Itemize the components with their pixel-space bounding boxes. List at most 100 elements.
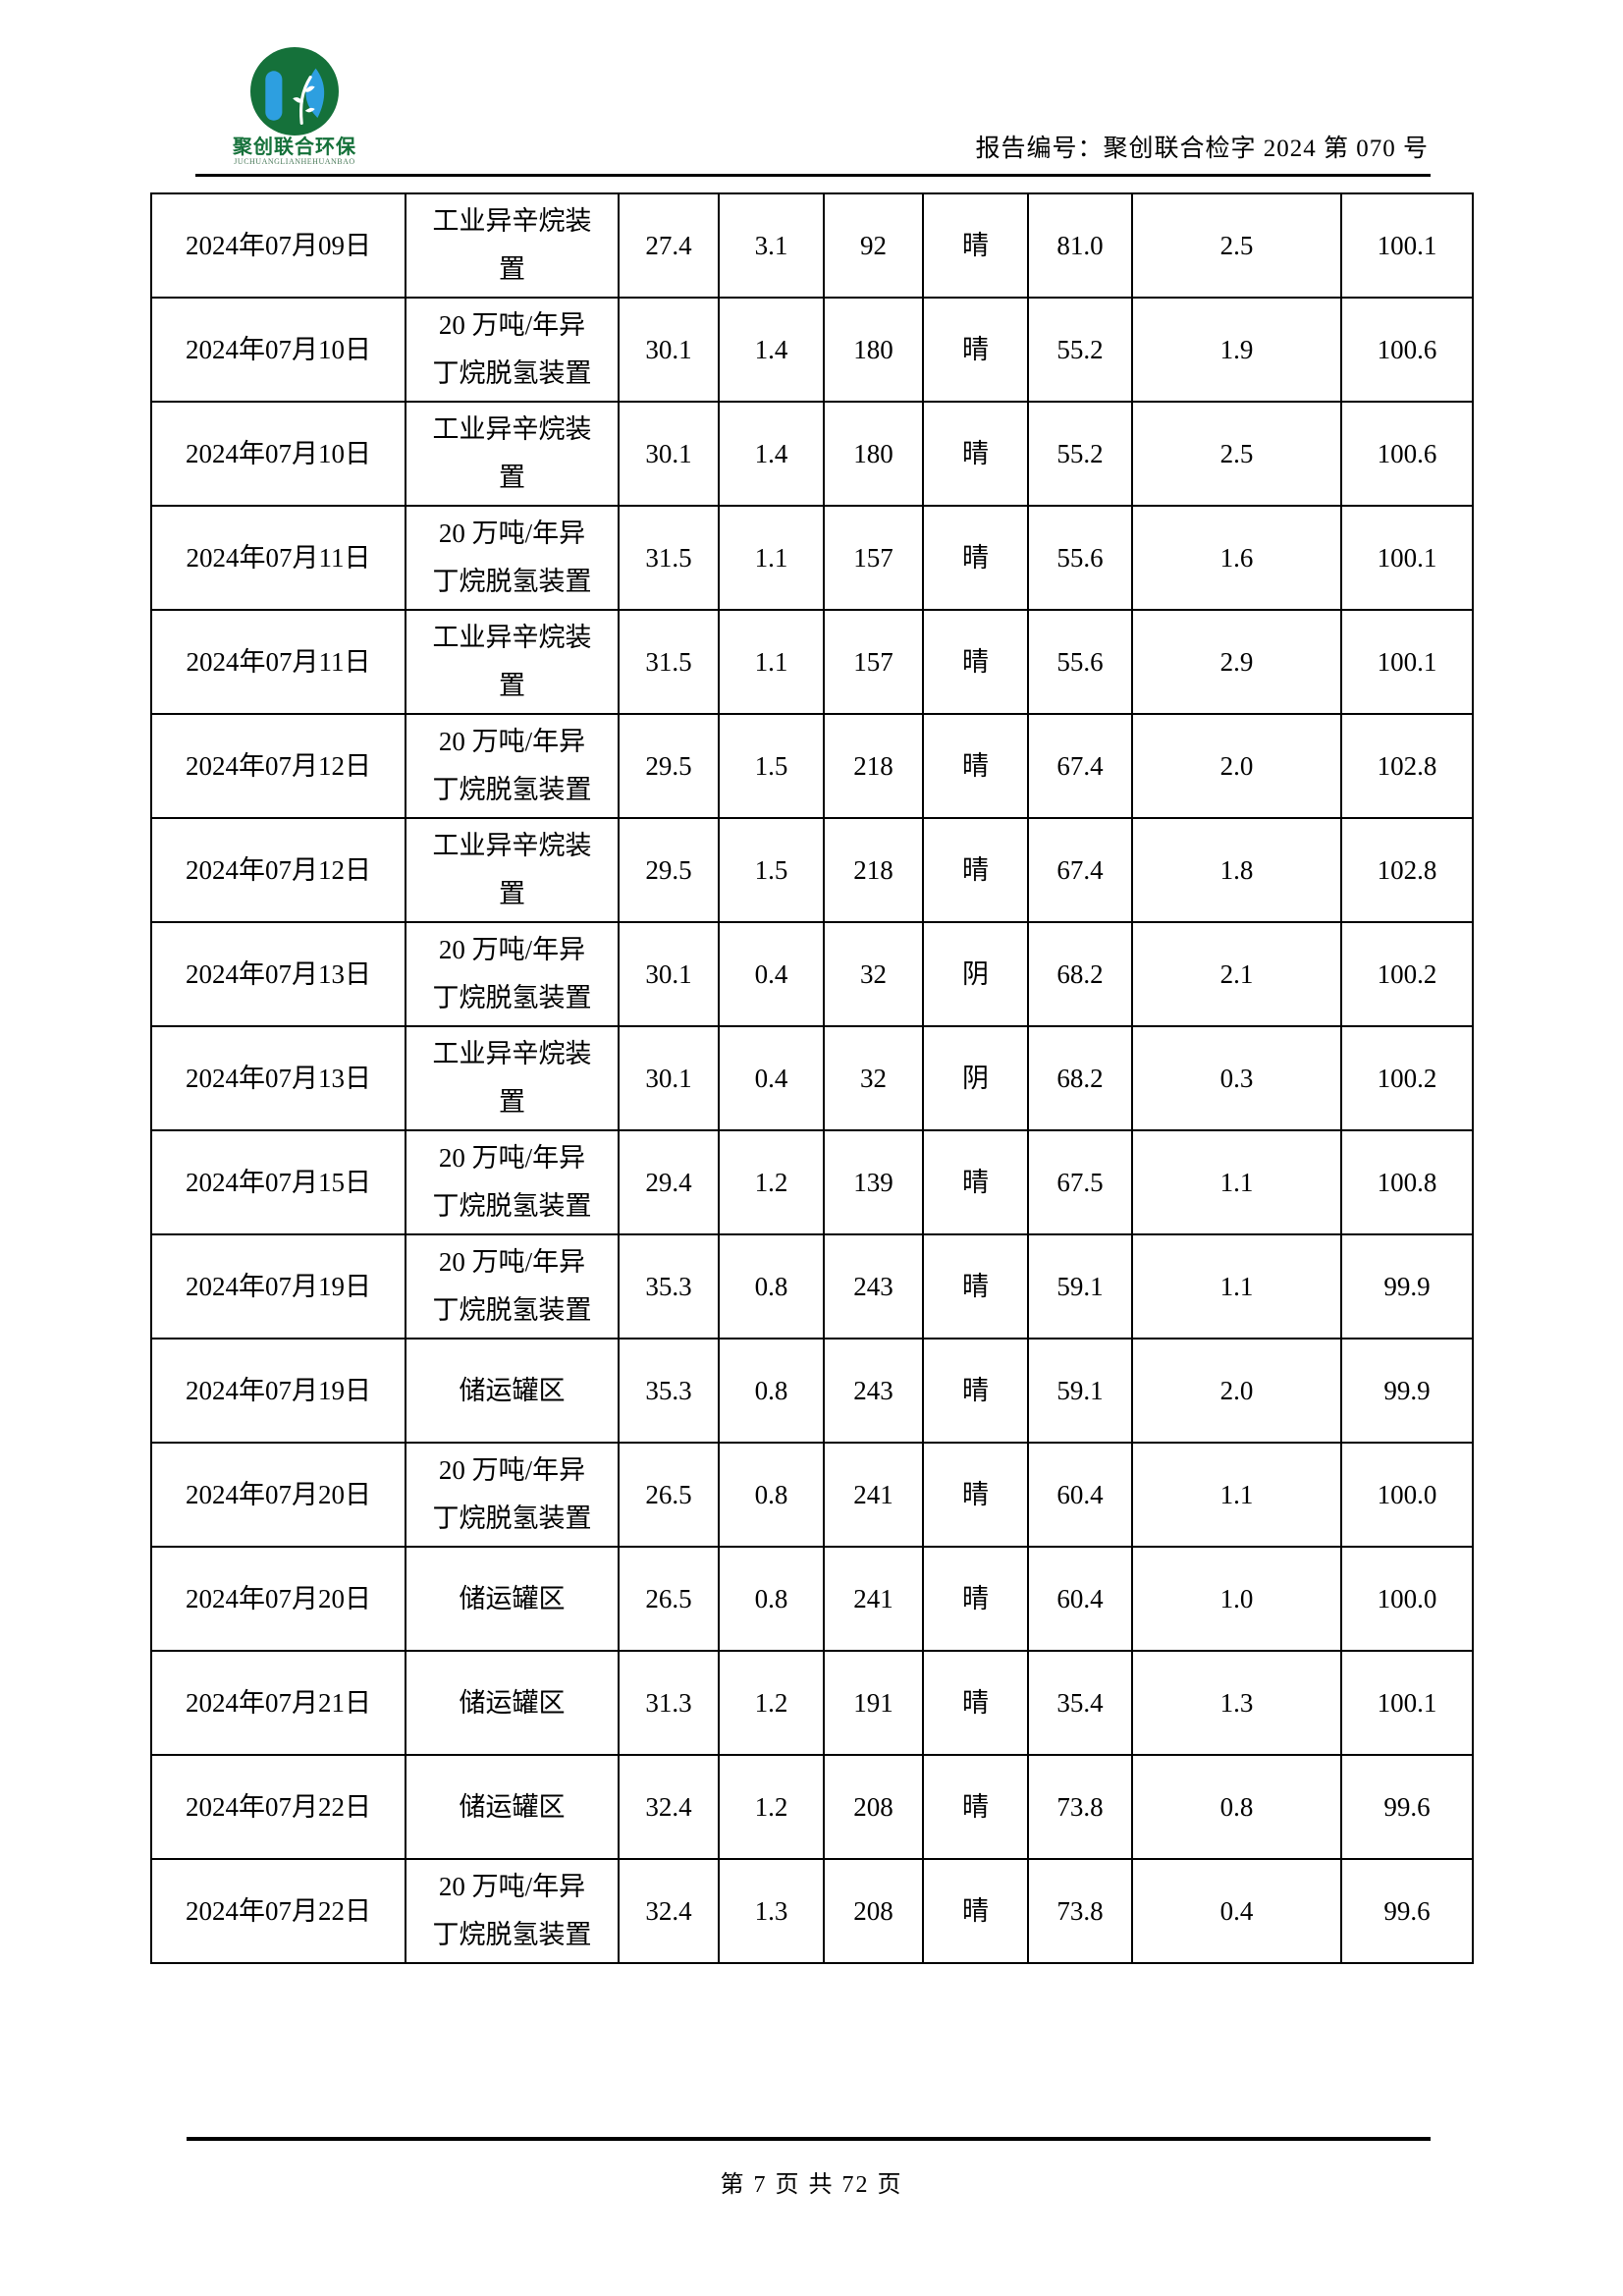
table-cell: 100.1 <box>1340 505 1474 611</box>
table-cell: 243 <box>823 1233 924 1339</box>
table-cell: 晴 <box>922 817 1029 923</box>
table-cell: 1.0 <box>1131 1546 1342 1652</box>
table-cell: 晴 <box>922 297 1029 403</box>
table-cell: 储运罐区 <box>405 1338 620 1444</box>
table-cell: 30.1 <box>618 297 720 403</box>
table-row: 2024年07月13日 20 万吨/年异 丁烷脱氢装置 30.1 0.4 32 阴 68.2… <box>150 921 1474 1027</box>
table-cell: 20 万吨/年异 丁烷脱氢装置 <box>405 1129 620 1235</box>
table-cell: 2024年07月11日 <box>150 505 406 611</box>
table-row: 2024年07月11日 20 万吨/年异 丁烷脱氢装置 31.5 1.1 157 晴 55.… <box>150 505 1474 611</box>
table-cell: 218 <box>823 817 924 923</box>
table-cell: 102.8 <box>1340 817 1474 923</box>
table-cell: 100.6 <box>1340 401 1474 507</box>
table-cell: 2024年07月12日 <box>150 713 406 819</box>
table-cell: 180 <box>823 401 924 507</box>
table-cell: 晴 <box>922 1233 1029 1339</box>
table-cell: 30.1 <box>618 921 720 1027</box>
table-cell: 晴 <box>922 1754 1029 1860</box>
table-cell: 191 <box>823 1650 924 1756</box>
table-cell: 139 <box>823 1129 924 1235</box>
table-cell: 工业异辛烷装 置 <box>405 609 620 715</box>
table-cell: 2.1 <box>1131 921 1342 1027</box>
table-cell: 92 <box>823 192 924 299</box>
table-cell: 2.9 <box>1131 609 1342 715</box>
table-cell: 99.6 <box>1340 1858 1474 1964</box>
table-cell: 2.0 <box>1131 713 1342 819</box>
header-rule <box>195 174 1431 177</box>
table-cell: 243 <box>823 1338 924 1444</box>
monitoring-table-body: 2024年07月09日 工业异辛烷装 置 27.4 3.1 92 晴 81.0 2.5 100.… <box>150 192 1474 1964</box>
table-cell: 0.3 <box>1131 1025 1342 1131</box>
table-row: 2024年07月20日 20 万吨/年异 丁烷脱氢装置 26.5 0.8 241 晴 60.… <box>150 1442 1474 1548</box>
table-cell: 3.1 <box>718 192 825 299</box>
monitoring-table: 2024年07月09日 工业异辛烷装 置 27.4 3.1 92 晴 81.0 2.5 100.… <box>150 192 1474 1964</box>
table-cell: 32.4 <box>618 1754 720 1860</box>
table-cell: 32 <box>823 921 924 1027</box>
table-cell: 2024年07月22日 <box>150 1754 406 1860</box>
table-cell: 99.9 <box>1340 1338 1474 1444</box>
table-row: 2024年07月22日 储运罐区 32.4 1.2 208 晴 73.8 0.8 99.6 <box>150 1754 1474 1860</box>
table-cell: 55.6 <box>1027 609 1133 715</box>
table-cell: 阴 <box>922 1025 1029 1131</box>
table-cell: 晴 <box>922 713 1029 819</box>
table-row: 2024年07月20日 储运罐区 26.5 0.8 241 晴 60.4 1.0 100.0 <box>150 1546 1474 1652</box>
table-row: 2024年07月22日 20 万吨/年异 丁烷脱氢装置 32.4 1.3 208 晴 73.… <box>150 1858 1474 1964</box>
table-row: 2024年07月12日 工业异辛烷装 置 29.5 1.5 218 晴 67.4 1.8 102… <box>150 817 1474 923</box>
table-cell: 32 <box>823 1025 924 1131</box>
table-cell: 31.5 <box>618 505 720 611</box>
table-cell: 1.1 <box>1131 1442 1342 1548</box>
table-cell: 60.4 <box>1027 1442 1133 1548</box>
table-cell: 0.4 <box>718 921 825 1027</box>
table-cell: 35.3 <box>618 1233 720 1339</box>
table-cell: 晴 <box>922 1858 1029 1964</box>
table-cell: 储运罐区 <box>405 1546 620 1652</box>
table-cell: 1.5 <box>718 713 825 819</box>
table-cell: 73.8 <box>1027 1858 1133 1964</box>
table-cell: 60.4 <box>1027 1546 1133 1652</box>
table-cell: 2024年07月13日 <box>150 921 406 1027</box>
table-cell: 2024年07月10日 <box>150 297 406 403</box>
table-cell: 2024年07月15日 <box>150 1129 406 1235</box>
table-cell: 102.8 <box>1340 713 1474 819</box>
table-cell: 1.2 <box>718 1754 825 1860</box>
table-cell: 1.2 <box>718 1650 825 1756</box>
table-cell: 1.1 <box>1131 1233 1342 1339</box>
table-cell: 26.5 <box>618 1442 720 1548</box>
table-cell: 阴 <box>922 921 1029 1027</box>
table-cell: 29.5 <box>618 817 720 923</box>
table-cell: 30.1 <box>618 401 720 507</box>
table-cell: 2024年07月13日 <box>150 1025 406 1131</box>
table-cell: 2024年07月21日 <box>150 1650 406 1756</box>
table-cell: 2024年07月19日 <box>150 1233 406 1339</box>
table-cell: 2024年07月10日 <box>150 401 406 507</box>
logo-circle-icon <box>250 47 339 136</box>
table-cell: 208 <box>823 1754 924 1860</box>
table-cell: 32.4 <box>618 1858 720 1964</box>
table-cell: 1.2 <box>718 1129 825 1235</box>
table-cell: 68.2 <box>1027 1025 1133 1131</box>
table-cell: 2024年07月22日 <box>150 1858 406 1964</box>
table-cell: 2.5 <box>1131 192 1342 299</box>
table-row: 2024年07月09日 工业异辛烷装 置 27.4 3.1 92 晴 81.0 2.5 100.… <box>150 192 1474 299</box>
table-cell: 1.3 <box>718 1858 825 1964</box>
table-cell: 100.1 <box>1340 1650 1474 1756</box>
table-cell: 241 <box>823 1546 924 1652</box>
table-cell: 晴 <box>922 1546 1029 1652</box>
table-cell: 20 万吨/年异 丁烷脱氢装置 <box>405 1233 620 1339</box>
table-cell: 0.8 <box>718 1442 825 1548</box>
table-cell: 1.1 <box>718 609 825 715</box>
report-number: 报告编号：聚创联合检字 2024 第 070 号 <box>975 136 1429 162</box>
table-cell: 工业异辛烷装 置 <box>405 817 620 923</box>
table-cell: 35.3 <box>618 1338 720 1444</box>
table-cell: 储运罐区 <box>405 1754 620 1860</box>
table-cell: 67.4 <box>1027 713 1133 819</box>
table-cell: 100.2 <box>1340 921 1474 1027</box>
table-cell: 0.8 <box>718 1233 825 1339</box>
table-cell: 工业异辛烷装 置 <box>405 192 620 299</box>
table-cell: 29.4 <box>618 1129 720 1235</box>
table-cell: 1.1 <box>1131 1129 1342 1235</box>
table-cell: 59.1 <box>1027 1338 1133 1444</box>
table-cell: 2024年07月09日 <box>150 192 406 299</box>
table-cell: 67.4 <box>1027 817 1133 923</box>
